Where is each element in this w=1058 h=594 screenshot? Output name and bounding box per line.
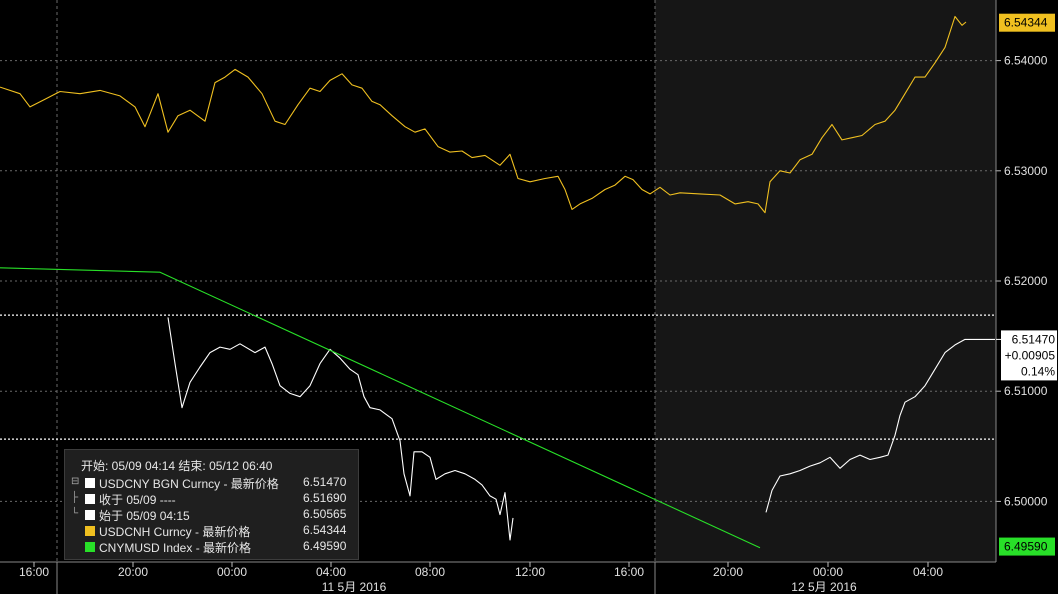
legend-value: 6.49590 — [303, 539, 347, 553]
cnymusd-last-value: 6.49590 — [1004, 540, 1048, 554]
legend-swatch — [85, 494, 95, 504]
x-tick-label: 16:00 — [614, 565, 644, 579]
series-layer — [0, 15, 995, 549]
usdcny-last-value: 6.51470 — [1012, 332, 1056, 346]
usdcny-change: +0.00905 — [1005, 348, 1056, 362]
x-tick-label: 20:00 — [713, 565, 743, 579]
date-label: 12 5月 2016 — [791, 580, 857, 594]
usdcnh-last-value: 6.54344 — [1004, 16, 1048, 30]
x-tick-label: 16:00 — [19, 565, 49, 579]
tree-connector-icon: ⊟ — [71, 476, 80, 487]
usdcny-change-pct: 0.14% — [1021, 364, 1055, 378]
series-line-usdcny — [167, 317, 514, 541]
usdcny-last-tag — [1001, 330, 1057, 381]
legend-row[interactable]: └ 始于 05/09 04:15 6.50565 — [71, 507, 355, 523]
date-label: 11 5月 2016 — [322, 580, 387, 594]
legend-label: CNYMUSD Index - 最新价格 — [99, 541, 252, 555]
legend-swatch — [85, 526, 95, 536]
legend-row[interactable]: ⊟ USDCNY BGN Curncy - 最新价格 6.51470 — [71, 475, 355, 491]
tree-connector-icon: ├ — [71, 492, 79, 503]
legend-row[interactable]: CNYMUSD Index - 最新价格 6.49590 — [71, 539, 355, 555]
legend-header: 开始: 05/09 04:14 结束: 05/12 06:40 — [81, 459, 273, 473]
legend-value: 6.50565 — [303, 507, 347, 521]
y-tick-label: 6.50000 — [1004, 494, 1048, 508]
series-line-usdcny — [765, 338, 995, 513]
x-tick-label: 20:00 — [118, 565, 148, 579]
legend-value: 6.54344 — [303, 523, 347, 537]
legend-panel[interactable]: 开始: 05/09 04:14 结束: 05/12 06:40 ⊟ USDCNY … — [64, 449, 359, 560]
y-tick-label: 6.52000 — [1004, 274, 1048, 288]
y-tick-label: 6.54000 — [1004, 54, 1048, 68]
x-tick-label: 00:00 — [217, 565, 247, 579]
legend-row[interactable]: USDCNH Curncy - 最新价格 6.54344 — [71, 523, 355, 539]
legend-swatch — [85, 542, 95, 552]
series-line-usdcnh — [0, 15, 967, 214]
x-tick-label: 00:00 — [813, 565, 843, 579]
legend-label: USDCNH Curncy - 最新价格 — [99, 525, 251, 539]
legend-label: 收于 05/09 ---- — [99, 493, 176, 507]
cnymusd-last-tag — [999, 537, 1055, 556]
x-tick-label: 04:00 — [913, 565, 943, 579]
legend-label: 始于 05/09 04:15 — [99, 509, 190, 523]
x-tick-label: 12:00 — [515, 565, 545, 579]
usdcnh-last-tag — [999, 13, 1055, 32]
legend-row[interactable]: ├ 收于 05/09 ---- 6.51690 — [71, 491, 355, 507]
x-tick-label: 08:00 — [415, 565, 445, 579]
legend-swatch — [85, 478, 95, 488]
y-tick-label: 6.51000 — [1004, 384, 1048, 398]
y-tick-label: 6.53000 — [1004, 164, 1048, 178]
x-tick-label: 04:00 — [316, 565, 346, 579]
legend-value: 6.51690 — [303, 491, 347, 505]
series-line-cnymusd — [0, 267, 761, 549]
legend-value: 6.51470 — [303, 475, 347, 489]
tree-connector-icon: └ — [71, 508, 79, 519]
legend-swatch — [85, 510, 95, 520]
legend-label: USDCNY BGN Curncy - 最新价格 — [99, 477, 279, 491]
